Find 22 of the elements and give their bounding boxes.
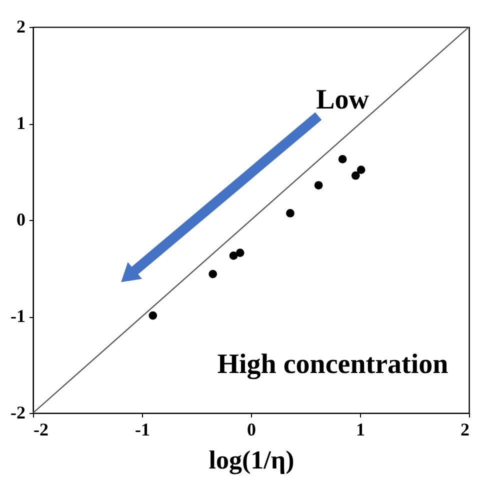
x-tick-label: -2 [34, 420, 48, 440]
y-tick-label: 0 [16, 210, 26, 230]
point [338, 155, 347, 164]
point [229, 252, 238, 260]
point [286, 209, 294, 218]
point [236, 248, 244, 257]
x-tick-label: 2 [460, 420, 470, 440]
point [351, 171, 360, 180]
y-tick-label: 1 [16, 113, 26, 133]
x-tick-label: 0 [247, 420, 256, 440]
point [208, 270, 218, 278]
point [148, 311, 158, 320]
y-tick-label: 2 [16, 16, 26, 36]
point [314, 181, 323, 190]
annotation: Low [316, 84, 370, 116]
x-tick-label: -1 [135, 420, 150, 440]
point [356, 166, 366, 174]
y-tick-label: -1 [10, 306, 26, 326]
annotation: High concentration [217, 348, 449, 380]
y-tick-label: -2 [10, 402, 26, 422]
x-axis-title: log(1/η) [208, 446, 294, 474]
x-tick-label: 1 [356, 420, 365, 440]
